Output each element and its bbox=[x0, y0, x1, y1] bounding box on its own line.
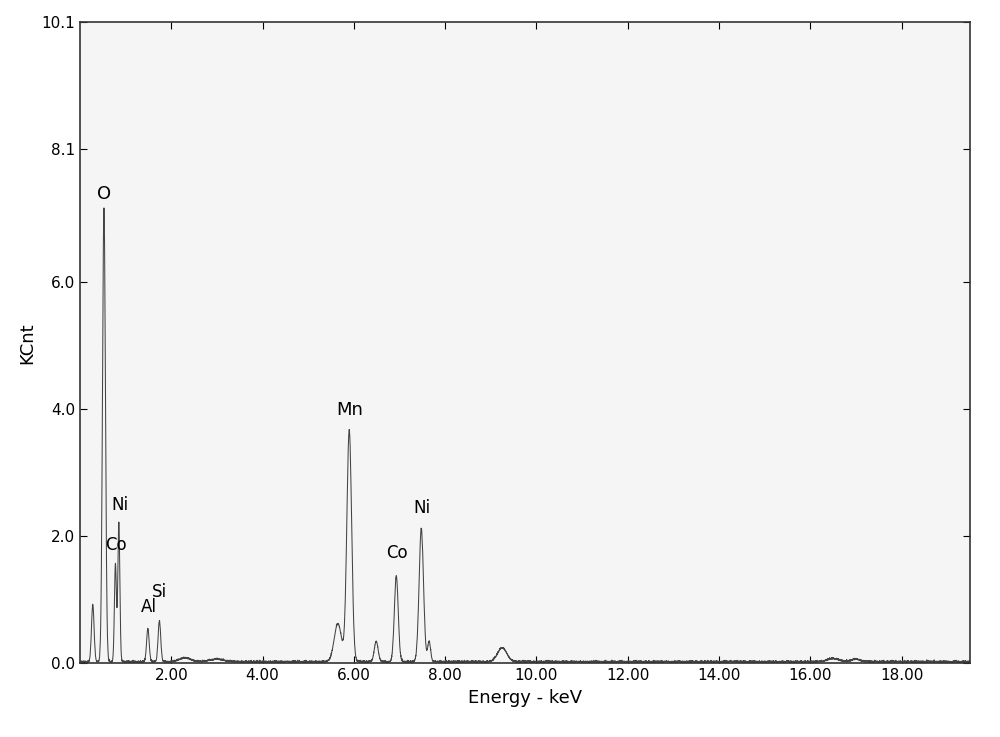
Text: Co: Co bbox=[386, 544, 408, 562]
Text: Al: Al bbox=[140, 598, 156, 615]
Y-axis label: KCnt: KCnt bbox=[18, 322, 36, 363]
Text: Mn: Mn bbox=[336, 401, 363, 419]
Text: Ni: Ni bbox=[111, 496, 128, 514]
Text: Si: Si bbox=[152, 583, 167, 601]
Text: Ni: Ni bbox=[414, 499, 431, 517]
Text: O: O bbox=[97, 185, 111, 203]
Text: Co: Co bbox=[105, 536, 126, 554]
X-axis label: Energy - keV: Energy - keV bbox=[468, 688, 582, 707]
